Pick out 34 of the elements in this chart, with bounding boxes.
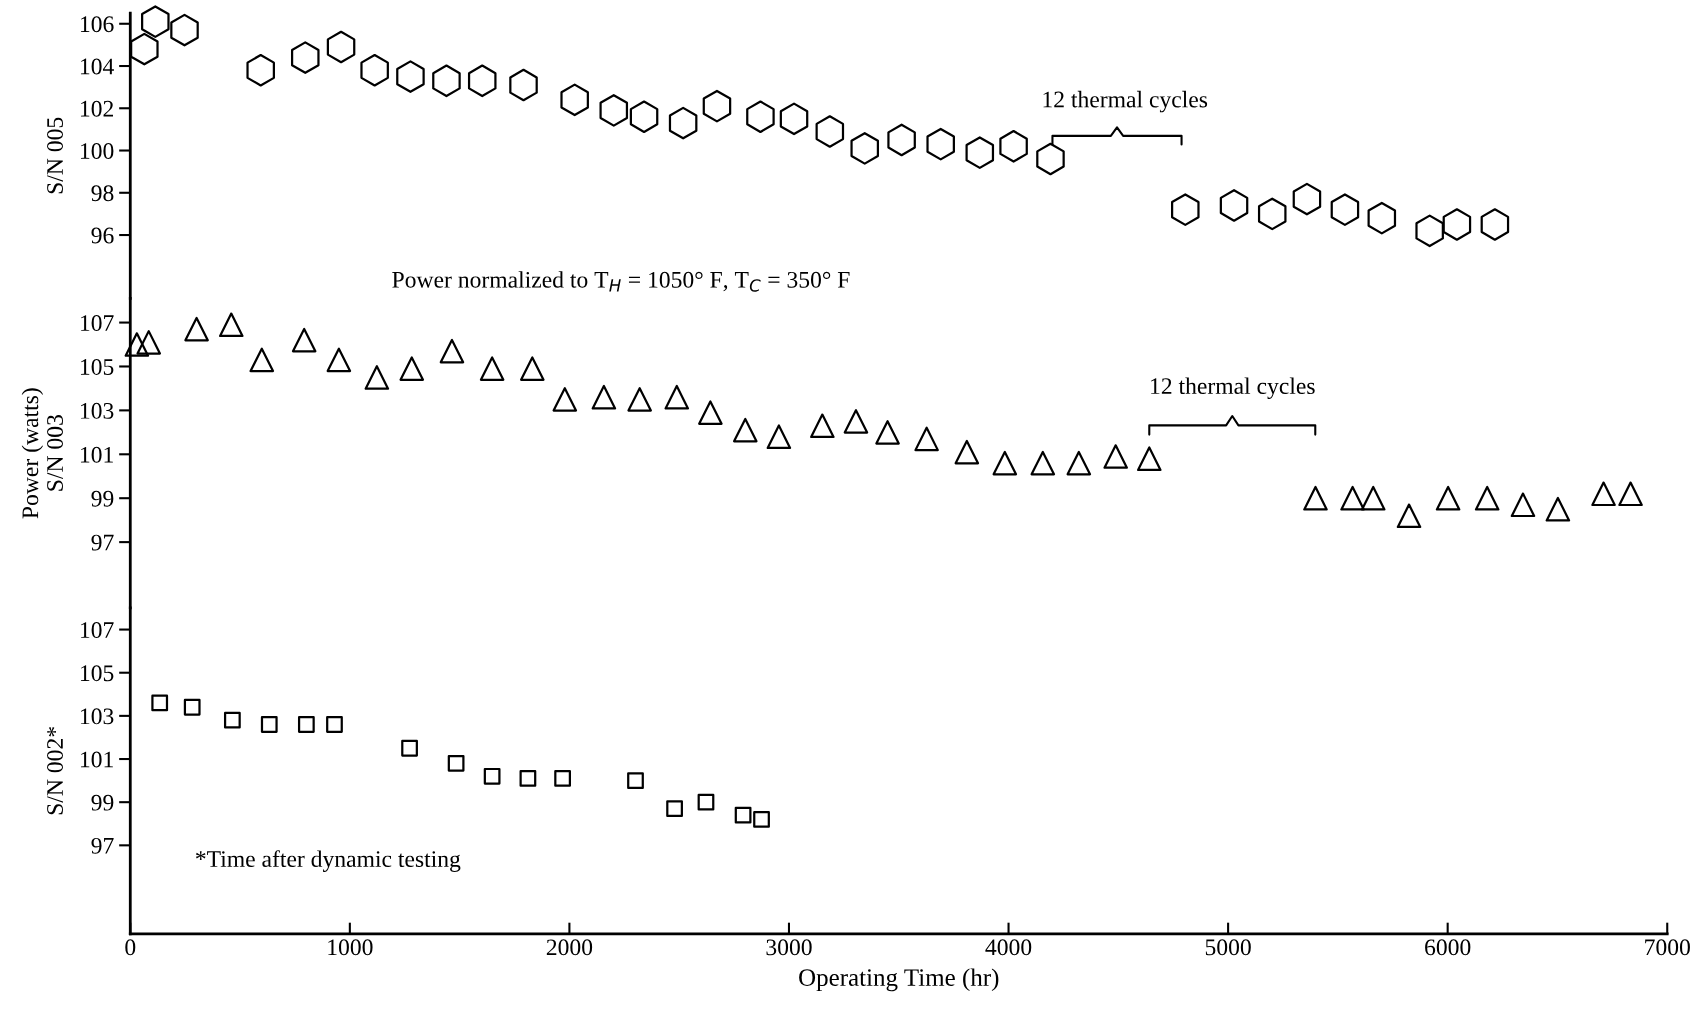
y-tick-label: 99 bbox=[91, 490, 114, 507]
x-tick-label: 7000 bbox=[1645, 939, 1690, 956]
x-tick-label: 4000 bbox=[985, 939, 1032, 956]
y-tick-label: 101 bbox=[80, 751, 113, 768]
y-tick-label: 107 bbox=[80, 622, 114, 638]
x-tick-label: 1000 bbox=[328, 939, 373, 956]
annotation: 12 thermal cycles bbox=[1151, 377, 1315, 399]
y-tick-label: 104 bbox=[80, 58, 114, 75]
annotation: Power normalized to T$_{H}$ = 1050° F, T$_{C}$ = 350° F bbox=[392, 271, 850, 292]
y-tick-label: 106 bbox=[80, 16, 114, 33]
y-axis-title: S/N 002* bbox=[47, 727, 63, 815]
y-tick-label: 103 bbox=[80, 708, 114, 725]
y-tick-label: 100 bbox=[80, 143, 114, 159]
x-tick-label: 5000 bbox=[1205, 939, 1251, 956]
y-tick-label: 96 bbox=[91, 227, 114, 244]
y-axis-title: S/N 005 bbox=[47, 117, 63, 194]
y-tick-label: 107 bbox=[80, 315, 114, 331]
y-tick-label: 102 bbox=[80, 100, 113, 117]
annotation: 12 thermal cycles bbox=[1043, 90, 1208, 113]
annotation: *Time after dynamic testing bbox=[195, 850, 461, 872]
y-tick-label: 105 bbox=[80, 358, 114, 375]
x-tick-label: 2000 bbox=[546, 939, 593, 956]
x-tick-label: 0 bbox=[125, 939, 136, 956]
y-tick-label: 99 bbox=[91, 794, 114, 811]
x-axis-title: Operating Time (hr) bbox=[799, 968, 999, 992]
y-tick-label: 97 bbox=[91, 837, 114, 854]
x-tick-label: 6000 bbox=[1425, 939, 1471, 956]
y-tick-label: 103 bbox=[80, 402, 114, 419]
y-tick-label: 98 bbox=[91, 185, 114, 202]
y-tick-label: 97 bbox=[91, 534, 114, 551]
y-tick-label: 105 bbox=[80, 665, 114, 682]
y-axis-title: Power (watts) S/N 003 bbox=[21, 388, 63, 519]
y-tick-label: 101 bbox=[80, 446, 113, 463]
x-tick-label: 3000 bbox=[766, 939, 812, 956]
